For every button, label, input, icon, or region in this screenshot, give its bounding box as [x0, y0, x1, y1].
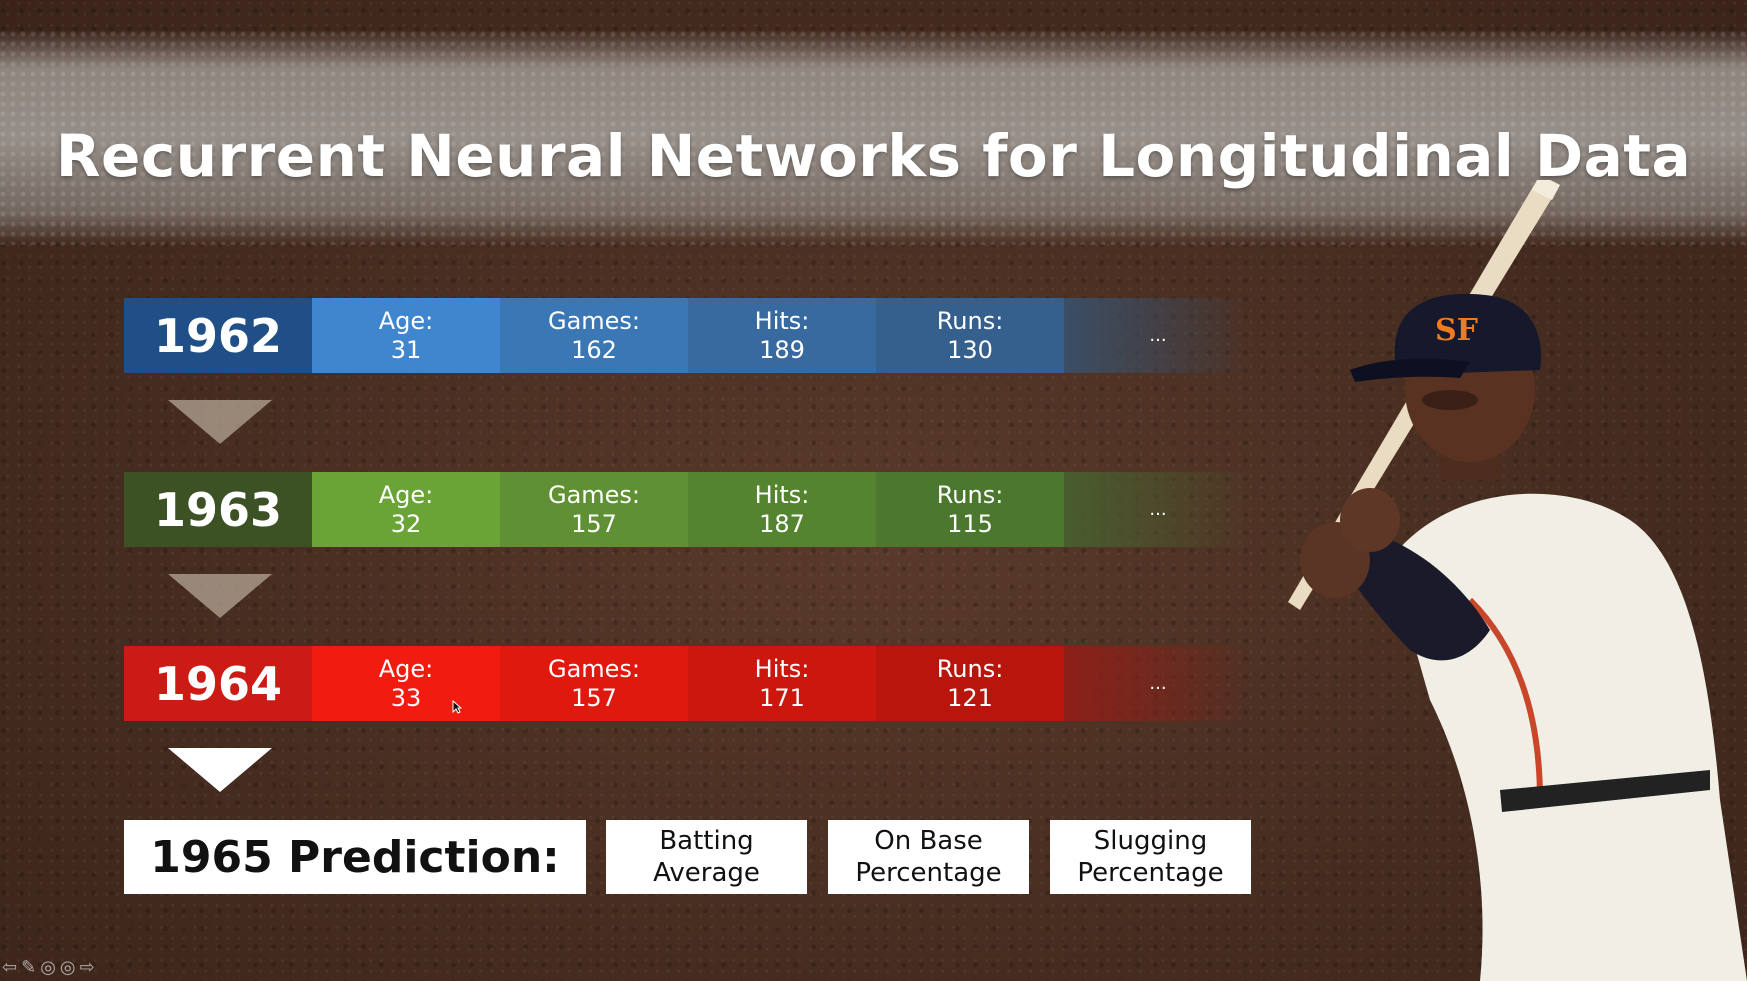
- stat-label: Hits:: [754, 654, 810, 683]
- down-arrow-icon: [168, 748, 272, 792]
- baseball-player-image: SF: [1288, 180, 1747, 981]
- stat-more: ...: [1064, 298, 1252, 373]
- slide-title: Recurrent Neural Networks for Longitudin…: [55, 122, 1692, 190]
- stat-label: Age:: [378, 306, 434, 335]
- season-row-1962: 1962 Age: 31 Games: 162 Hits: 189 Runs: 130 …: [124, 298, 1252, 373]
- stat-value: 130: [947, 335, 993, 364]
- down-arrow-icon: [168, 400, 272, 444]
- prev-icon[interactable]: ⇦: [2, 957, 18, 978]
- stat-age: Age: 32: [312, 472, 500, 547]
- season-year: 1962: [124, 298, 312, 373]
- season-row-1963: 1963 Age: 32 Games: 157 Hits: 187 Runs: 115 …: [124, 472, 1252, 547]
- stat-age: Age: 33: [312, 646, 500, 721]
- stat-label: Games:: [547, 654, 641, 683]
- stat-label: Games:: [547, 306, 641, 335]
- stat-hits: Hits: 171: [688, 646, 876, 721]
- prediction-output-batting-average: Batting Average: [606, 820, 807, 894]
- season-year: 1963: [124, 472, 312, 547]
- season-row-1964: 1964 Age: 33 Games: 157 Hits: 171 Runs: 121 …: [124, 646, 1252, 721]
- menu-icon[interactable]: ◎: [40, 957, 56, 978]
- prediction-output-slugging-percentage: Slugging Percentage: [1050, 820, 1251, 894]
- down-arrow-icon: [168, 574, 272, 618]
- stat-label: Runs:: [936, 654, 1004, 683]
- stat-label: Hits:: [754, 480, 810, 509]
- stat-value: 121: [947, 683, 993, 712]
- stat-label: Hits:: [754, 306, 810, 335]
- stat-value: 189: [759, 335, 805, 364]
- stat-value: 32: [390, 509, 422, 538]
- prediction-title: 1965 Prediction:: [124, 820, 586, 894]
- prediction-output-line: Batting: [659, 826, 754, 856]
- mouse-cursor-icon: [452, 700, 462, 714]
- stat-value: 115: [947, 509, 993, 538]
- chalk-line-background: [0, 30, 1747, 245]
- stat-value: 157: [571, 683, 617, 712]
- next-icon[interactable]: ⇨: [79, 957, 95, 978]
- stat-label: Runs:: [936, 480, 1004, 509]
- stat-age: Age: 31: [312, 298, 500, 373]
- season-year: 1964: [124, 646, 312, 721]
- stat-hits: Hits: 187: [688, 472, 876, 547]
- stat-runs: Runs: 121: [876, 646, 1064, 721]
- stat-value: 171: [759, 683, 805, 712]
- svg-text:SF: SF: [1435, 313, 1478, 348]
- prediction-output-line: On Base: [874, 826, 983, 856]
- stat-more: ...: [1064, 472, 1252, 547]
- prediction-output-line: Slugging: [1093, 826, 1208, 856]
- stat-label: Age:: [378, 654, 434, 683]
- prediction-output-on-base-percentage: On Base Percentage: [828, 820, 1029, 894]
- prediction-output-line: Percentage: [1077, 858, 1224, 888]
- stat-value: 157: [571, 509, 617, 538]
- stat-label: Runs:: [936, 306, 1004, 335]
- options-icon[interactable]: ◎: [59, 957, 76, 978]
- pen-icon[interactable]: ✎: [21, 957, 37, 978]
- stat-value: 31: [390, 335, 422, 364]
- stat-value: 33: [390, 683, 422, 712]
- stat-label: Age:: [378, 480, 434, 509]
- stat-games: Games: 157: [500, 472, 688, 547]
- prediction-output-line: Percentage: [855, 858, 1002, 888]
- stat-runs: Runs: 130: [876, 298, 1064, 373]
- stat-games: Games: 157: [500, 646, 688, 721]
- stat-games: Games: 162: [500, 298, 688, 373]
- stat-runs: Runs: 115: [876, 472, 1064, 547]
- stat-label: Games:: [547, 480, 641, 509]
- stat-hits: Hits: 189: [688, 298, 876, 373]
- presentation-controls: ⇦ ✎ ◎ ◎ ⇨: [2, 957, 95, 979]
- stat-value: 187: [759, 509, 805, 538]
- prediction-output-line: Average: [653, 858, 760, 888]
- stat-value: 162: [571, 335, 617, 364]
- stat-more: ...: [1064, 646, 1252, 721]
